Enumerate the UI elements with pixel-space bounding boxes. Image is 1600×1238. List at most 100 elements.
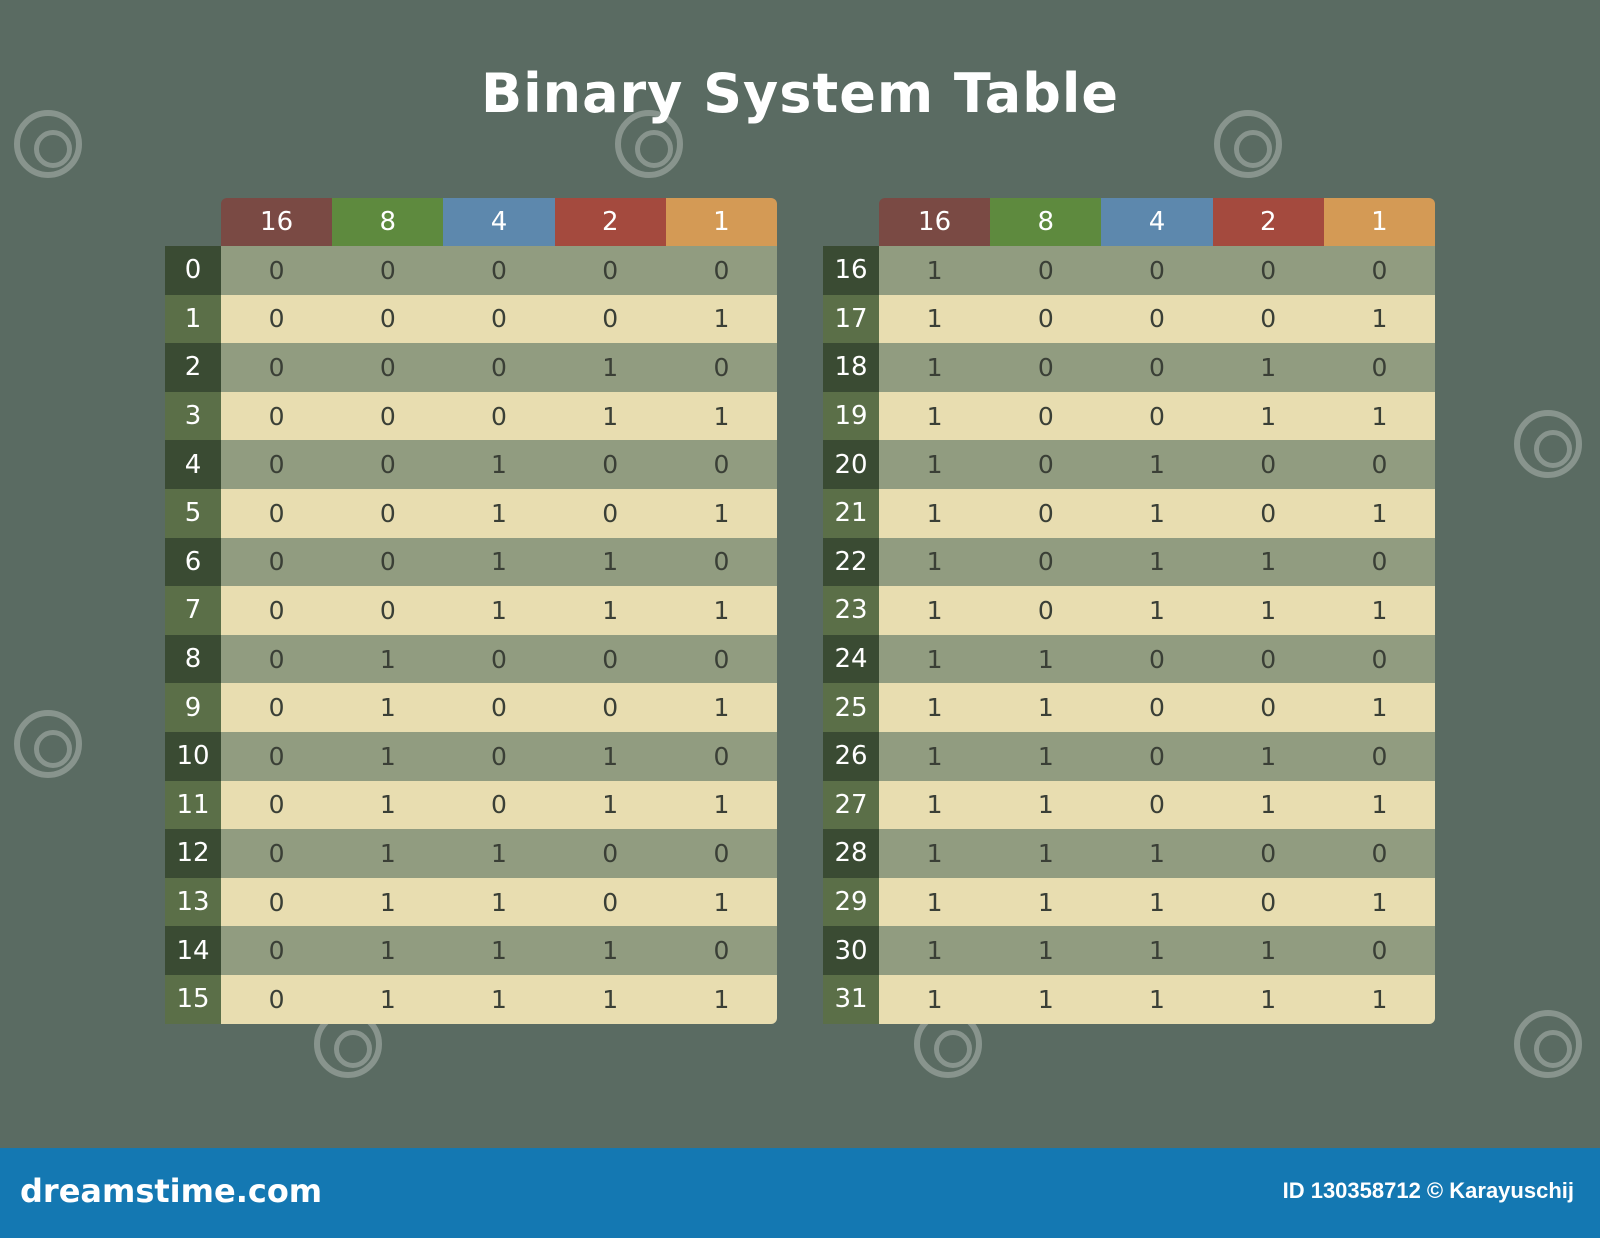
bit-cell: 1 [1371, 790, 1388, 820]
bit-cell: 1 [926, 401, 943, 431]
bit-cell: 0 [379, 595, 396, 625]
bit-cell: 1 [1037, 936, 1054, 966]
bit-cell: 0 [1371, 644, 1388, 674]
bit-cell: 0 [1260, 693, 1277, 723]
bit-cell: 0 [1037, 352, 1054, 382]
bit-cell: 0 [1371, 741, 1388, 771]
row-cells: 1 1 0 1 1 [879, 780, 1435, 830]
row-cells: 1 0 1 0 0 [879, 440, 1435, 489]
bit-cell: 1 [602, 595, 619, 625]
bit-cell: 1 [1260, 352, 1277, 382]
bit-cell: 0 [1037, 304, 1054, 334]
bit-cell: 1 [602, 547, 619, 577]
watermark-icon [14, 110, 82, 178]
row-number: 12 [165, 829, 221, 878]
row-number: 8 [165, 634, 221, 684]
bit-cell: 0 [602, 887, 619, 917]
row-number: 4 [165, 440, 221, 489]
bit-cell: 0 [1260, 887, 1277, 917]
bit-cell: 0 [268, 595, 285, 625]
table-row: 1 0 0 0 0 1 [165, 294, 777, 344]
row-number: 28 [823, 829, 879, 878]
row-number: 10 [165, 731, 221, 781]
bit-cell: 1 [1260, 741, 1277, 771]
bit-cell: 1 [1037, 887, 1054, 917]
table-row: 17 1 0 0 0 1 [823, 294, 1435, 344]
row-number: 21 [823, 488, 879, 538]
table-row: 23 1 0 1 1 1 [823, 586, 1435, 635]
bit-cell: 1 [602, 741, 619, 771]
table-row: 6 0 0 1 1 0 [165, 537, 777, 587]
table-row: 10 0 1 0 1 0 [165, 731, 777, 781]
bit-cell: 1 [713, 595, 730, 625]
row-number: 2 [165, 343, 221, 392]
row-cells: 1 1 0 1 0 [879, 731, 1435, 781]
row-cells: 1 0 0 1 0 [879, 343, 1435, 392]
bit-cell: 1 [1371, 304, 1388, 334]
bit-cell: 1 [926, 838, 943, 868]
table-row: 9 0 1 0 0 1 [165, 683, 777, 732]
table-row: 21 1 0 1 0 1 [823, 488, 1435, 538]
bit-cell: 0 [491, 790, 507, 820]
bit-cell: 0 [713, 838, 730, 868]
bit-cell: 0 [713, 936, 730, 966]
table-row: 4 0 0 1 0 0 [165, 440, 777, 489]
bit-cell: 0 [602, 304, 619, 334]
row-cells: 1 1 1 1 1 [879, 974, 1435, 1024]
row-number: 27 [823, 780, 879, 830]
row-cells: 0 0 1 0 1 [221, 488, 777, 538]
bit-cell: 1 [1149, 450, 1165, 480]
row-cells: 0 0 0 1 0 [221, 343, 777, 392]
bit-cell: 0 [491, 304, 507, 334]
bit-cell: 0 [491, 741, 507, 771]
column-header: 4 [443, 198, 555, 246]
row-number: 20 [823, 440, 879, 489]
bit-cell: 1 [1149, 887, 1165, 917]
bit-cell: 1 [602, 790, 619, 820]
bit-cell: 1 [491, 595, 507, 625]
bit-cell: 0 [1037, 450, 1054, 480]
row-cells: 0 1 1 0 1 [221, 877, 777, 927]
row-cells: 0 1 0 1 0 [221, 731, 777, 781]
row-number: 1 [165, 294, 221, 344]
bit-cell: 0 [713, 352, 730, 382]
bit-cell: 0 [268, 984, 285, 1014]
row-number: 6 [165, 537, 221, 587]
bit-cell: 1 [1037, 741, 1054, 771]
bit-cell: 1 [1037, 693, 1054, 723]
row-number: 17 [823, 294, 879, 344]
table-row: 11 0 1 0 1 1 [165, 780, 777, 830]
bit-cell: 1 [926, 887, 943, 917]
row-cells: 1 1 1 0 0 [879, 829, 1435, 878]
table-row: 24 1 1 0 0 0 [823, 634, 1435, 684]
bit-cell: 1 [1260, 547, 1277, 577]
bit-cell: 0 [379, 498, 396, 528]
bit-cell: 1 [926, 741, 943, 771]
bit-cell: 1 [1260, 936, 1277, 966]
row-cells: 1 0 0 0 0 [879, 246, 1435, 295]
footer-brand[interactable]: dreamstime.com [20, 1172, 323, 1210]
bit-cell: 1 [713, 693, 730, 723]
bit-cell: 1 [713, 304, 730, 334]
bit-cell: 0 [268, 304, 285, 334]
row-number: 11 [165, 780, 221, 830]
bit-cell: 1 [926, 498, 943, 528]
bit-cell: 1 [602, 401, 619, 431]
bit-cell: 1 [1149, 984, 1165, 1014]
bit-cell: 0 [1037, 547, 1054, 577]
bit-cell: 0 [268, 401, 285, 431]
row-cells: 0 1 1 1 0 [221, 926, 777, 975]
bit-cell: 0 [268, 644, 285, 674]
bit-cell: 0 [1371, 255, 1388, 285]
bit-cell: 0 [491, 352, 507, 382]
bit-cell: 0 [1260, 644, 1277, 674]
bit-cell: 1 [602, 984, 619, 1014]
row-cells: 1 0 1 1 0 [879, 537, 1435, 587]
row-number: 16 [823, 246, 879, 295]
bit-cell: 0 [491, 693, 507, 723]
bit-cell: 1 [491, 936, 507, 966]
bit-cell: 1 [602, 352, 619, 382]
bit-cell: 0 [491, 255, 507, 285]
bit-cell: 0 [1371, 936, 1388, 966]
bit-cell: 1 [713, 887, 730, 917]
